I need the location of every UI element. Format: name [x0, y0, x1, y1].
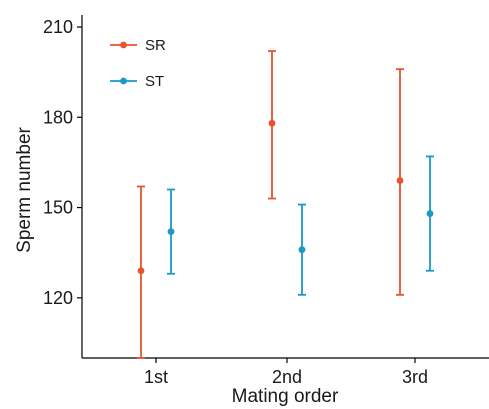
y-ticks: 120 150 180 210: [43, 17, 82, 308]
st-point: [167, 228, 175, 236]
sr-point: [268, 119, 276, 127]
x-tick-label: 3rd: [402, 367, 428, 387]
y-axis-title: Sperm number: [14, 127, 35, 253]
legend-sr-marker: [120, 41, 127, 49]
legend-st-marker: [120, 77, 127, 85]
y-tick-label: 120: [43, 288, 73, 308]
sr-point: [396, 177, 404, 184]
legend: SR ST: [110, 37, 166, 90]
y-tick-label: 150: [43, 198, 73, 218]
st-point: [298, 246, 306, 254]
st-point: [426, 210, 434, 217]
sr-point: [137, 267, 145, 275]
y-tick-label: 210: [43, 17, 73, 37]
chart-marks: [137, 50, 434, 359]
y-tick-label: 180: [43, 107, 73, 127]
axis-lines: [81, 15, 489, 359]
legend-sr-label: SR: [145, 37, 166, 54]
x-tick-label: 2nd: [272, 367, 302, 387]
legend-st-label: ST: [145, 73, 164, 90]
x-ticks: 1st 2nd 3rd: [144, 358, 428, 387]
x-axis-title: Mating order: [232, 386, 339, 407]
x-tick-label: 1st: [144, 367, 168, 387]
